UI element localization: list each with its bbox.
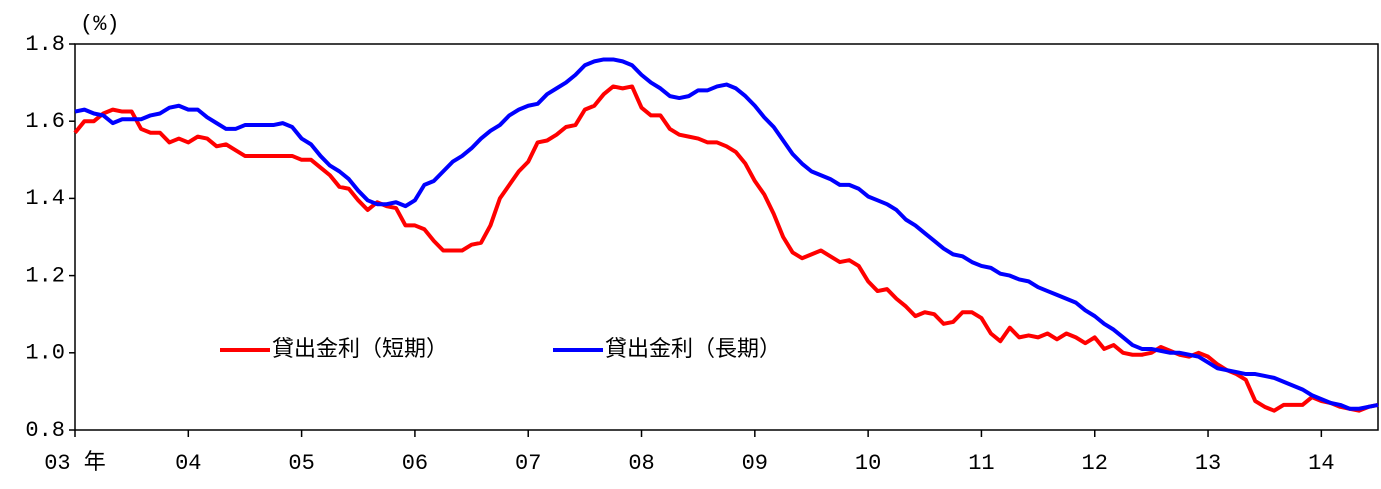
legend-label: 貸出金利（短期）	[272, 337, 448, 363]
y-tick-label: 1.0	[25, 341, 65, 366]
x-tick-label: 10	[855, 451, 881, 476]
x-tick-label: 09	[742, 451, 768, 476]
x-tick-label: 06	[402, 451, 428, 476]
x-tick-label: 13	[1195, 451, 1221, 476]
y-tick-label: 0.8	[25, 418, 65, 443]
y-axis-label: (%)	[80, 12, 120, 37]
y-tick-label: 1.2	[25, 263, 65, 288]
line-series	[74, 57, 1379, 411]
y-tick-label: 1.6	[25, 109, 65, 134]
x-tick-label: 03 年	[44, 450, 106, 476]
x-tick-label: 12	[1082, 451, 1108, 476]
x-tick-label: 11	[968, 451, 994, 476]
y-tick-label: 1.4	[25, 186, 65, 211]
line-series	[73, 84, 1379, 413]
x-tick-label: 08	[628, 451, 654, 476]
x-tick-label: 07	[515, 451, 541, 476]
x-tick-label: 14	[1308, 451, 1334, 476]
y-tick-label: 1.8	[25, 32, 65, 57]
x-tick-label: 04	[175, 451, 201, 476]
plot-frame	[74, 43, 1379, 431]
x-tick-label: 05	[288, 451, 314, 476]
legend-label: 貸出金利（長期）	[605, 337, 781, 363]
